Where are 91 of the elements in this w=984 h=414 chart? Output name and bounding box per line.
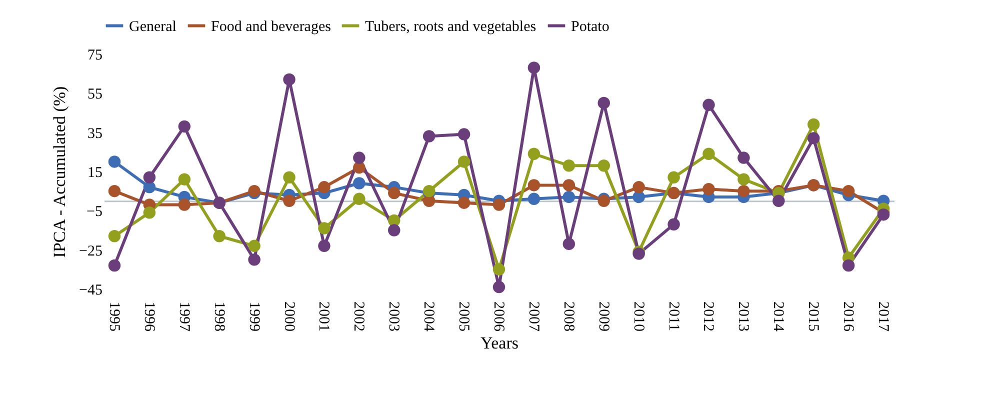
x-tick-label: 2003 [386, 302, 402, 332]
point [562, 160, 576, 172]
x-tick-label: 2004 [420, 302, 437, 332]
point [248, 240, 260, 252]
point [668, 171, 680, 184]
point [528, 179, 540, 192]
x-axis-title: Years [480, 334, 518, 352]
y-tick-label: 75 [88, 48, 102, 64]
point [528, 62, 540, 74]
y-tick-label: −45 [79, 282, 102, 298]
y-axis-title: IPCA - Accumulated (%) [50, 86, 70, 258]
y-tick-label: 55 [88, 86, 102, 103]
point [738, 184, 750, 198]
x-tick-label: 2001 [316, 302, 332, 332]
point [702, 183, 715, 196]
point [492, 198, 506, 211]
point [528, 148, 540, 160]
x-tick-label: 2010 [630, 302, 646, 332]
legend-label: Potato [571, 18, 610, 35]
point [178, 120, 191, 133]
point [702, 98, 715, 112]
y-tick-label: 35 [88, 126, 102, 142]
x-tick-label: 2006 [490, 302, 506, 332]
point [353, 177, 366, 190]
point [318, 222, 330, 234]
point [108, 156, 121, 168]
point [143, 171, 156, 184]
x-tick-label: 2012 [700, 302, 716, 332]
x-tick-label: 2015 [805, 302, 822, 332]
point [248, 254, 260, 266]
point [807, 118, 820, 131]
point [632, 190, 645, 204]
point [458, 196, 470, 209]
point [562, 238, 576, 250]
point [598, 160, 610, 172]
x-tick-label: 2014 [770, 302, 786, 332]
point [388, 224, 400, 236]
point [353, 152, 366, 164]
x-tick-label: 2009 [595, 302, 612, 332]
x-tick-label: 1995 [106, 302, 122, 332]
legend-label: Food and beverages [211, 18, 332, 35]
point [458, 128, 470, 140]
point [492, 280, 506, 294]
y-tick-label: 15 [88, 165, 102, 181]
x-tick-label: 2008 [560, 302, 576, 332]
point [632, 181, 645, 194]
point [668, 218, 680, 230]
point [318, 240, 330, 252]
point [388, 186, 400, 200]
legend-label: Tubers, roots and vegetables [365, 18, 536, 35]
point [528, 192, 540, 206]
point [702, 148, 715, 160]
point [598, 96, 610, 110]
x-tick-label: 1999 [246, 302, 262, 332]
x-tick-label: 2016 [840, 302, 856, 332]
point [738, 152, 750, 164]
point [458, 156, 470, 168]
x-tick-label: 2002 [350, 302, 367, 332]
point [422, 130, 436, 142]
point [143, 206, 156, 219]
x-tick-label: 1998 [210, 302, 227, 332]
legend-label: General [129, 18, 176, 35]
point [842, 259, 855, 272]
x-tick-label: 2017 [875, 302, 892, 332]
y-tick-label: −5 [86, 204, 102, 220]
point [842, 184, 855, 198]
point [108, 184, 121, 198]
point [738, 173, 750, 186]
point [178, 173, 191, 186]
point [353, 192, 366, 206]
x-tick-label: 2000 [280, 302, 297, 332]
point [178, 198, 191, 211]
point [283, 194, 296, 207]
point [492, 263, 506, 276]
point [283, 171, 296, 184]
point [213, 230, 226, 242]
x-tick-label: 2007 [525, 302, 542, 332]
point [283, 73, 296, 86]
point [562, 190, 576, 204]
point [108, 259, 121, 272]
point [318, 181, 330, 194]
x-tick-label: 2011 [665, 302, 682, 331]
x-tick-label: 2013 [735, 302, 752, 332]
point [807, 132, 820, 144]
y-tick-label: −25 [79, 243, 102, 260]
x-tick-label: 2005 [456, 302, 472, 332]
point [562, 179, 576, 192]
point [108, 230, 121, 242]
point [772, 194, 785, 207]
x-tick-label: 1997 [176, 302, 192, 332]
x-tick-label: 1996 [140, 302, 157, 332]
